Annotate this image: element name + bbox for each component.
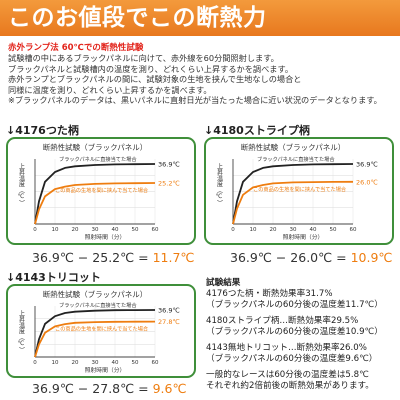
results-line: 4176つた柄・断熱効果率31.7%	[206, 289, 333, 299]
y-axis-label: 上昇温度（℃）	[215, 162, 223, 206]
x-tick-label: 30	[92, 360, 99, 366]
x-tick-label: 0	[231, 227, 235, 233]
formula-left: 36.9℃ − 27.8℃ =	[32, 381, 153, 396]
formula-result: 11.7℃	[152, 250, 195, 265]
x-axis-label: 照射時間（分）	[85, 233, 126, 241]
y-axis-label: 上昇温度（℃）	[17, 162, 25, 206]
x-tick-label: 20	[270, 227, 277, 233]
product-title-4180: ↓4180ストライプ柄	[204, 124, 310, 137]
test-results: 試験結果 4176つた柄・断熱効果率31.7% （ブラックパネルの60分後の温度…	[206, 278, 398, 392]
chart-title: 断熱性試験（ブラックパネル）	[43, 142, 148, 152]
label-black-panel: ブラックパネルに直接当てた場合	[59, 155, 137, 163]
series-line-black-panel	[232, 163, 354, 225]
method-title: 赤外ランプ法 60℃での断熱性試験	[8, 43, 144, 53]
series-end-label: 26.0℃	[356, 178, 378, 186]
desc-line: ブラックパネルと試験槽内の温度を測り、どれくらい上昇するかを調べます。	[8, 63, 294, 74]
results-line: 4143無地トリコット…断熱効果率26.0%	[206, 343, 367, 353]
x-tick-label: 60	[152, 227, 159, 233]
label-fabric: この商品の生地を間に挟んで当てた場合	[55, 186, 149, 194]
x-tick-label: 0	[33, 360, 37, 366]
series-end-label: 36.9℃	[158, 161, 180, 169]
label-black-panel: ブラックパネルに直接当てた場合	[59, 301, 137, 309]
results-line: それぞれ約2倍前後の断熱効果があります。	[206, 381, 374, 391]
x-tick-label: 20	[72, 227, 79, 233]
product-title-4143: ↓4143トリコット	[6, 271, 101, 284]
label-fabric: この商品の生地を間に挟んで当てた場合	[253, 185, 347, 193]
desc-line: 試験槽の中にあるブラックパネルに向けて、赤外線を60分間照射します。	[8, 53, 279, 63]
series-line-fabric	[34, 182, 156, 225]
x-tick-label: 30	[290, 227, 297, 233]
x-tick-label: 60	[350, 227, 357, 233]
results-line: 4180ストライプ柄…断熱効果率29.5%	[206, 316, 359, 326]
formula-4143: 36.9℃ − 27.8℃ = 9.6℃	[32, 381, 187, 396]
x-tick-label: 40	[112, 360, 119, 366]
x-tick-label: 30	[92, 227, 99, 233]
results-line: 一般的なレースは60分後の温度差は5.8℃	[206, 370, 369, 380]
series-end-label: 27.8℃	[158, 318, 180, 326]
y-axis-label: 上昇温度（℃）	[17, 309, 25, 353]
chart-4180: 断熱性試験（ブラックパネル） 上昇温度（℃） 0 10 20 30 40 50 60 照射時間（分…	[215, 142, 378, 241]
x-tick-label: 10	[250, 227, 257, 233]
x-tick-label: 60	[152, 360, 159, 366]
chart-title: 断熱性試験（ブラックパネル）	[43, 289, 148, 299]
x-tick-label: 20	[72, 360, 79, 366]
formula-left: 36.9℃ − 25.2℃ =	[32, 250, 153, 265]
formula-4180: 36.9℃ − 26.0℃ = 10.9℃	[230, 250, 392, 265]
banner-title: このお値段でこの断熱力	[0, 0, 400, 36]
x-tick-label: 10	[52, 227, 59, 233]
chart-4176: 断熱性試験（ブラックパネル） 上昇温度（℃） 0 10 20 30 40 50 60 照射時間（分…	[17, 142, 180, 241]
formula-result: 10.9℃	[350, 250, 393, 265]
label-fabric: この商品の生地を間に挟んで当てた場合	[55, 325, 149, 333]
chart-title: 断熱性試験（ブラックパネル）	[241, 142, 346, 152]
desc-line: 赤外ランプとブラックパネルの間に、試験対象の生地を挟んで生地なしの場合と	[8, 74, 302, 85]
results-line: （ブラックパネルの60分後の温度差10.9℃）	[206, 327, 383, 337]
results-line: （ブラックパネルの60分後の温度差9.6℃）	[206, 354, 378, 364]
label-black-panel: ブラックパネルに直接当てた場合	[257, 155, 335, 163]
results-heading: 試験結果	[206, 278, 241, 288]
desc-line: ※ブラックパネルのデータは、黒いパネルに直射日光が当たった場合に近い状況のデータ…	[8, 95, 382, 106]
chart-panel-4176: 断熱性試験（ブラックパネル） 上昇温度（℃） 0 10 20 30 40 50 60 照射時間（分…	[6, 137, 196, 245]
series-line-black-panel	[34, 163, 156, 225]
chart-panel-4180: 断熱性試験（ブラックパネル） 上昇温度（℃） 0 10 20 30 40 50 60 照射時間（分…	[204, 137, 394, 245]
x-axis-label: 照射時間（分）	[85, 366, 126, 374]
chart-4143: 断熱性試験（ブラックパネル） 上昇温度（℃） 0 10 20 30 40 50 60 照射時間（分…	[17, 289, 180, 374]
series-line-fabric	[34, 320, 156, 358]
x-tick-label: 0	[33, 227, 37, 233]
series-end-label: 36.9℃	[158, 306, 180, 314]
x-tick-label: 10	[52, 360, 59, 366]
x-tick-label: 40	[112, 227, 119, 233]
x-tick-label: 50	[132, 227, 139, 233]
product-title-4176: ↓4176つた柄	[6, 124, 79, 137]
desc-line: 同様に温度を測り、どれくらい上昇するかを調べます。	[8, 84, 212, 95]
series-end-label: 36.9℃	[356, 161, 378, 169]
x-tick-label: 50	[330, 227, 337, 233]
series-end-label: 25.2℃	[158, 180, 180, 188]
series-line-black-panel	[34, 309, 156, 358]
method-description: 試験槽の中にあるブラックパネルに向けて、赤外線を60分間照射します。 ブラックパ…	[8, 53, 398, 106]
x-tick-label: 50	[132, 360, 139, 366]
x-tick-label: 40	[310, 227, 317, 233]
x-axis-label: 照射時間（分）	[283, 233, 324, 241]
series-line-fabric	[232, 180, 354, 225]
formula-4176: 36.9℃ − 25.2℃ = 11.7℃	[32, 250, 194, 265]
chart-panel-4143: 断熱性試験（ブラックパネル） 上昇温度（℃） 0 10 20 30 40 50 60 照射時間（分…	[6, 284, 196, 378]
results-line: （ブラックパネルの60分後の温度差11.7℃）	[206, 300, 383, 310]
formula-left: 36.9℃ − 26.0℃ =	[230, 250, 351, 265]
formula-result: 9.6℃	[152, 381, 187, 396]
